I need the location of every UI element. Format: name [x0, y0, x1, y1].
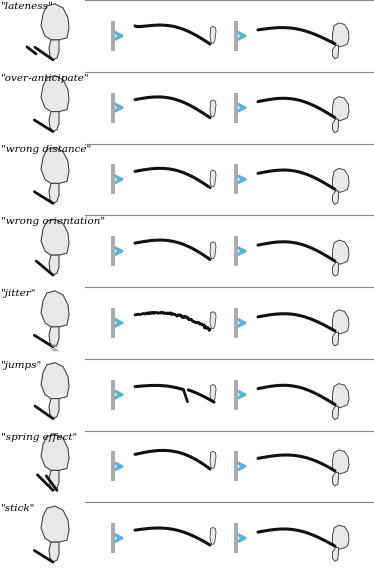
Polygon shape: [49, 255, 59, 275]
Text: "wrong distance": "wrong distance": [1, 145, 91, 154]
Polygon shape: [332, 168, 349, 192]
Polygon shape: [41, 76, 69, 111]
Polygon shape: [210, 528, 216, 544]
Polygon shape: [49, 542, 59, 562]
Polygon shape: [41, 506, 69, 542]
Polygon shape: [332, 119, 338, 133]
Polygon shape: [49, 40, 59, 60]
Polygon shape: [210, 385, 216, 401]
Text: "jumps": "jumps": [1, 360, 42, 370]
Text: "wrong orientation": "wrong orientation": [1, 217, 105, 226]
Polygon shape: [49, 327, 59, 347]
Text: "stick": "stick": [1, 504, 36, 513]
Polygon shape: [210, 312, 216, 328]
Polygon shape: [332, 332, 338, 346]
Polygon shape: [332, 45, 338, 59]
Polygon shape: [332, 525, 349, 549]
Polygon shape: [332, 96, 349, 121]
Polygon shape: [210, 451, 216, 468]
Polygon shape: [49, 398, 59, 418]
Polygon shape: [49, 183, 59, 203]
Polygon shape: [49, 111, 59, 131]
Polygon shape: [332, 310, 349, 334]
Polygon shape: [210, 100, 216, 117]
Text: "jitter": "jitter": [1, 289, 37, 298]
Polygon shape: [332, 383, 349, 408]
Polygon shape: [41, 435, 69, 470]
Polygon shape: [332, 406, 338, 420]
Polygon shape: [41, 291, 69, 327]
Polygon shape: [332, 240, 349, 264]
Polygon shape: [332, 23, 349, 47]
Text: "spring effect": "spring effect": [1, 432, 77, 441]
Polygon shape: [41, 219, 69, 255]
Polygon shape: [210, 242, 216, 259]
Polygon shape: [332, 191, 338, 204]
Polygon shape: [332, 450, 349, 474]
Polygon shape: [41, 4, 69, 40]
Polygon shape: [332, 548, 338, 561]
Polygon shape: [41, 148, 69, 183]
Text: "over-anticipate": "over-anticipate": [1, 73, 90, 83]
Polygon shape: [332, 472, 338, 486]
Polygon shape: [49, 470, 59, 490]
Polygon shape: [210, 170, 216, 187]
Polygon shape: [41, 363, 69, 398]
Text: "lateness": "lateness": [1, 2, 54, 11]
Polygon shape: [332, 263, 338, 276]
Polygon shape: [210, 26, 216, 43]
